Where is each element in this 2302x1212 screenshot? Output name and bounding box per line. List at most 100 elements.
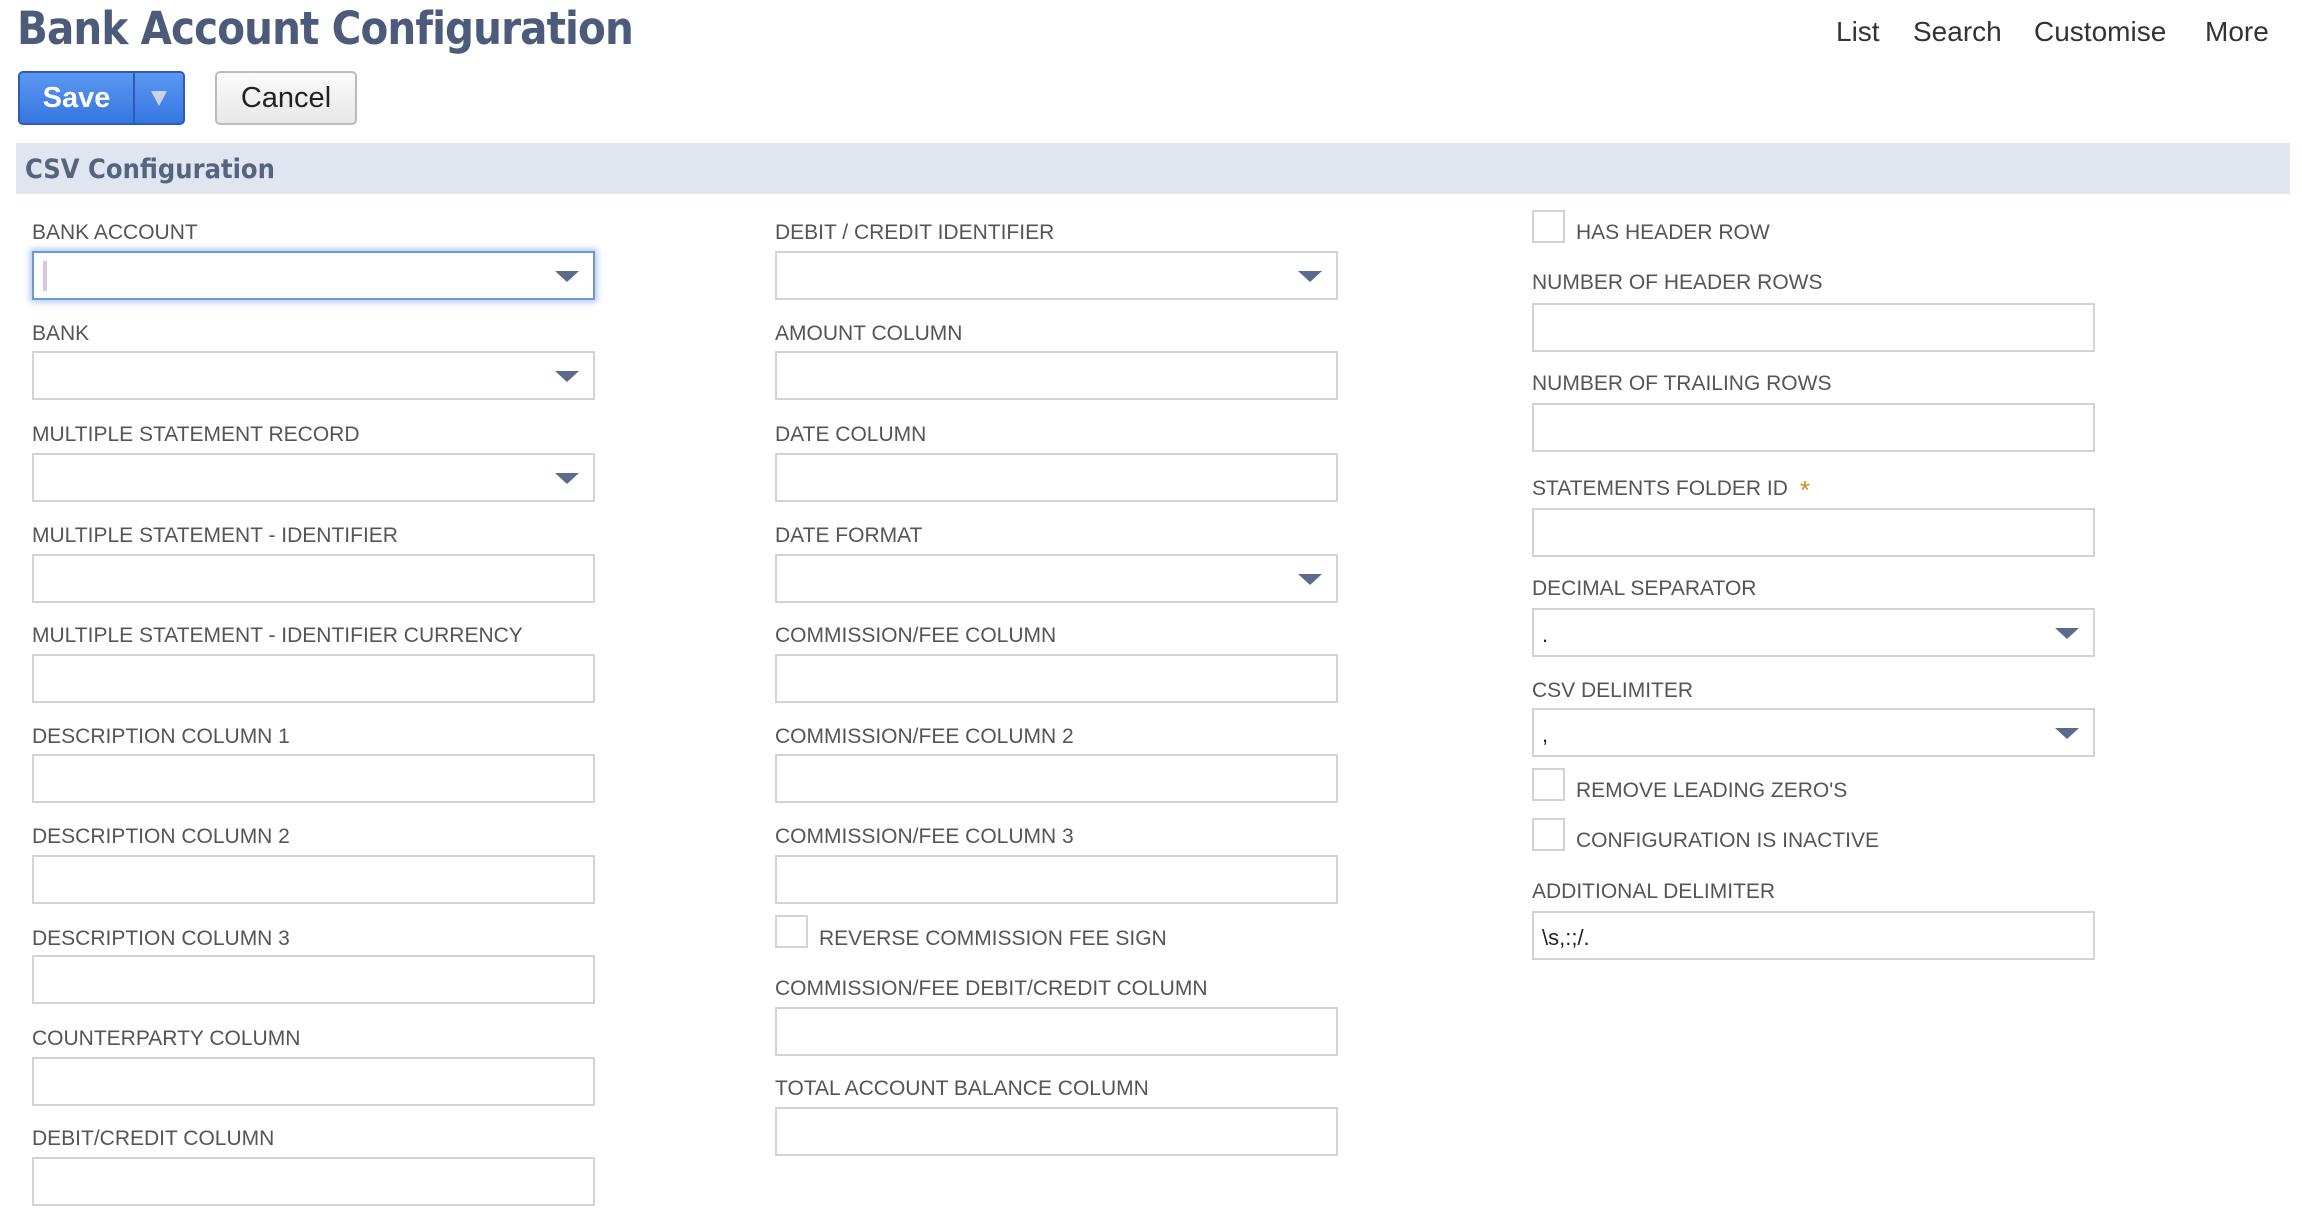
date-format-label: DATE FORMAT [775, 524, 922, 548]
remove-leading-zero-s-label[interactable]: REMOVE LEADING ZERO'S [1576, 779, 1848, 802]
dropdown-arrow-icon[interactable] [555, 371, 579, 382]
label-text: MULTIPLE STATEMENT - IDENTIFIER CURRENCY [32, 624, 523, 647]
commission-fee-column-input[interactable] [775, 654, 1338, 703]
statements-folder-id-input[interactable] [1532, 508, 2095, 557]
list-link[interactable]: List [1836, 16, 1880, 47]
additional-delimiter-label: ADDITIONAL DELIMITER [1532, 880, 1775, 904]
label-text: DATE COLUMN [775, 423, 927, 446]
customise-link[interactable]: Customise [2034, 16, 2167, 47]
label-text: DECIMAL SEPARATOR [1532, 577, 1757, 600]
configuration-is-inactive-label[interactable]: CONFIGURATION IS INACTIVE [1576, 829, 1879, 852]
total-account-balance-column-input[interactable] [775, 1107, 1338, 1156]
amount-column-input[interactable] [775, 351, 1338, 400]
label-text: BANK ACCOUNT [32, 221, 198, 244]
description-column-3-label: DESCRIPTION COLUMN 3 [32, 927, 290, 951]
label-text: DEBIT / CREDIT IDENTIFIER [775, 221, 1055, 244]
debit-credit-identifier-label: DEBIT / CREDIT IDENTIFIER [775, 221, 1054, 245]
bank-select[interactable] [32, 351, 595, 400]
multiple-statement-record-label: MULTIPLE STATEMENT RECORD [32, 423, 359, 447]
label-text: COMMISSION/FEE COLUMN 3 [775, 825, 1074, 848]
multiple-statement-record-select[interactable] [32, 453, 595, 502]
save-button-group: Save [18, 71, 185, 125]
field-value: , [1542, 722, 1549, 747]
has-header-row-label[interactable]: HAS HEADER ROW [1576, 221, 1770, 244]
label-text: BANK [32, 322, 90, 345]
save-button[interactable]: Save [20, 73, 135, 123]
commission-fee-debit-credit-column-label: COMMISSION/FEE DEBIT/CREDIT COLUMN [775, 977, 1207, 1001]
description-column-3-input[interactable] [32, 955, 595, 1004]
has-header-row-checkbox[interactable] [1532, 210, 1565, 243]
number-of-trailing-rows-label: NUMBER OF TRAILING ROWS [1532, 372, 1831, 396]
description-column-2-label: DESCRIPTION COLUMN 2 [32, 825, 290, 849]
label-text: COUNTERPARTY COLUMN [32, 1027, 301, 1050]
label-text: DATE FORMAT [775, 524, 923, 547]
multiple-statement-identifier-currency-label: MULTIPLE STATEMENT - IDENTIFIER CURRENCY [32, 624, 523, 648]
label-text: DEBIT/CREDIT COLUMN [32, 1127, 275, 1150]
date-column-label: DATE COLUMN [775, 423, 926, 447]
label-text: ADDITIONAL DELIMITER [1532, 880, 1776, 903]
multiple-statement-identifier-label: MULTIPLE STATEMENT - IDENTIFIER [32, 524, 398, 548]
label-text: CSV DELIMITER [1532, 679, 1694, 702]
label-text: STATEMENTS FOLDER ID [1532, 477, 1788, 500]
dropdown-arrow-icon[interactable] [1298, 574, 1322, 585]
search-link[interactable]: Search [1913, 16, 2002, 47]
debit-credit-column-input[interactable] [32, 1157, 595, 1206]
label-text: DESCRIPTION COLUMN 2 [32, 825, 290, 848]
bank-label: BANK [32, 322, 89, 346]
bank-account-select[interactable] [32, 251, 595, 300]
section-title: CSV Configuration [25, 154, 275, 185]
required-asterisk-icon: * [1799, 475, 1811, 505]
statements-folder-id-label: STATEMENTS FOLDER ID * [1532, 475, 1811, 505]
csv-delimiter-select[interactable]: , [1532, 708, 2095, 757]
commission-fee-column-3-input[interactable] [775, 855, 1338, 904]
csv-delimiter-label: CSV DELIMITER [1532, 679, 1693, 703]
cancel-button[interactable]: Cancel [215, 71, 357, 125]
field-value: . [1542, 622, 1549, 647]
counterparty-column-input[interactable] [32, 1057, 595, 1106]
label-text: MULTIPLE STATEMENT RECORD [32, 423, 360, 446]
dropdown-arrow-icon[interactable] [555, 473, 579, 484]
debit-credit-column-label: DEBIT/CREDIT COLUMN [32, 1127, 274, 1151]
description-column-1-label: DESCRIPTION COLUMN 1 [32, 725, 290, 749]
remove-leading-zero-s-checkbox[interactable] [1532, 768, 1565, 801]
number-of-header-rows-label: NUMBER OF HEADER ROWS [1532, 271, 1823, 295]
commission-fee-column-label: COMMISSION/FEE COLUMN [775, 624, 1056, 648]
label-text: MULTIPLE STATEMENT - IDENTIFIER [32, 524, 398, 547]
dropdown-arrow-icon[interactable] [2055, 628, 2079, 639]
date-column-input[interactable] [775, 453, 1338, 502]
dropdown-arrow-icon[interactable] [1298, 271, 1322, 282]
label-text: TOTAL ACCOUNT BALANCE COLUMN [775, 1077, 1149, 1100]
multiple-statement-identifier-input[interactable] [32, 554, 595, 603]
decimal-separator-select[interactable]: . [1532, 608, 2095, 657]
label-text: NUMBER OF TRAILING ROWS [1532, 372, 1832, 395]
dropdown-arrow-icon[interactable] [555, 271, 579, 282]
description-column-2-input[interactable] [32, 855, 595, 904]
date-format-select[interactable] [775, 554, 1338, 603]
configuration-is-inactive-checkbox[interactable] [1532, 818, 1565, 851]
additional-delimiter-input[interactable]: \s,:;/. [1532, 911, 2095, 960]
number-of-trailing-rows-input[interactable] [1532, 403, 2095, 452]
page-title: Bank Account Configuration [17, 2, 634, 55]
label-text: DESCRIPTION COLUMN 1 [32, 725, 290, 748]
label-text: NUMBER OF HEADER ROWS [1532, 271, 1823, 294]
bank-account-label: BANK ACCOUNT [32, 221, 198, 245]
commission-fee-debit-credit-column-input[interactable] [775, 1007, 1338, 1056]
more-link[interactable]: More [2205, 16, 2269, 47]
dropdown-arrow-icon[interactable] [2055, 728, 2079, 739]
label-text: COMMISSION/FEE COLUMN [775, 624, 1057, 647]
label-text: COMMISSION/FEE DEBIT/CREDIT COLUMN [775, 977, 1208, 1000]
save-options-dropdown[interactable] [135, 73, 183, 123]
counterparty-column-label: COUNTERPARTY COLUMN [32, 1027, 300, 1051]
multiple-statement-identifier-currency-input[interactable] [32, 654, 595, 703]
number-of-header-rows-input[interactable] [1532, 303, 2095, 352]
reverse-commission-fee-sign-label[interactable]: REVERSE COMMISSION FEE SIGN [819, 927, 1167, 950]
description-column-1-input[interactable] [32, 754, 595, 803]
field-value: \s,:;/. [1542, 925, 1590, 950]
commission-fee-column-2-input[interactable] [775, 754, 1338, 803]
chevron-down-icon [151, 90, 167, 106]
label-text: DESCRIPTION COLUMN 3 [32, 927, 290, 950]
debit-credit-identifier-select[interactable] [775, 251, 1338, 300]
total-account-balance-column-label: TOTAL ACCOUNT BALANCE COLUMN [775, 1077, 1149, 1101]
reverse-commission-fee-sign-checkbox[interactable] [775, 915, 808, 948]
amount-column-label: AMOUNT COLUMN [775, 322, 962, 346]
